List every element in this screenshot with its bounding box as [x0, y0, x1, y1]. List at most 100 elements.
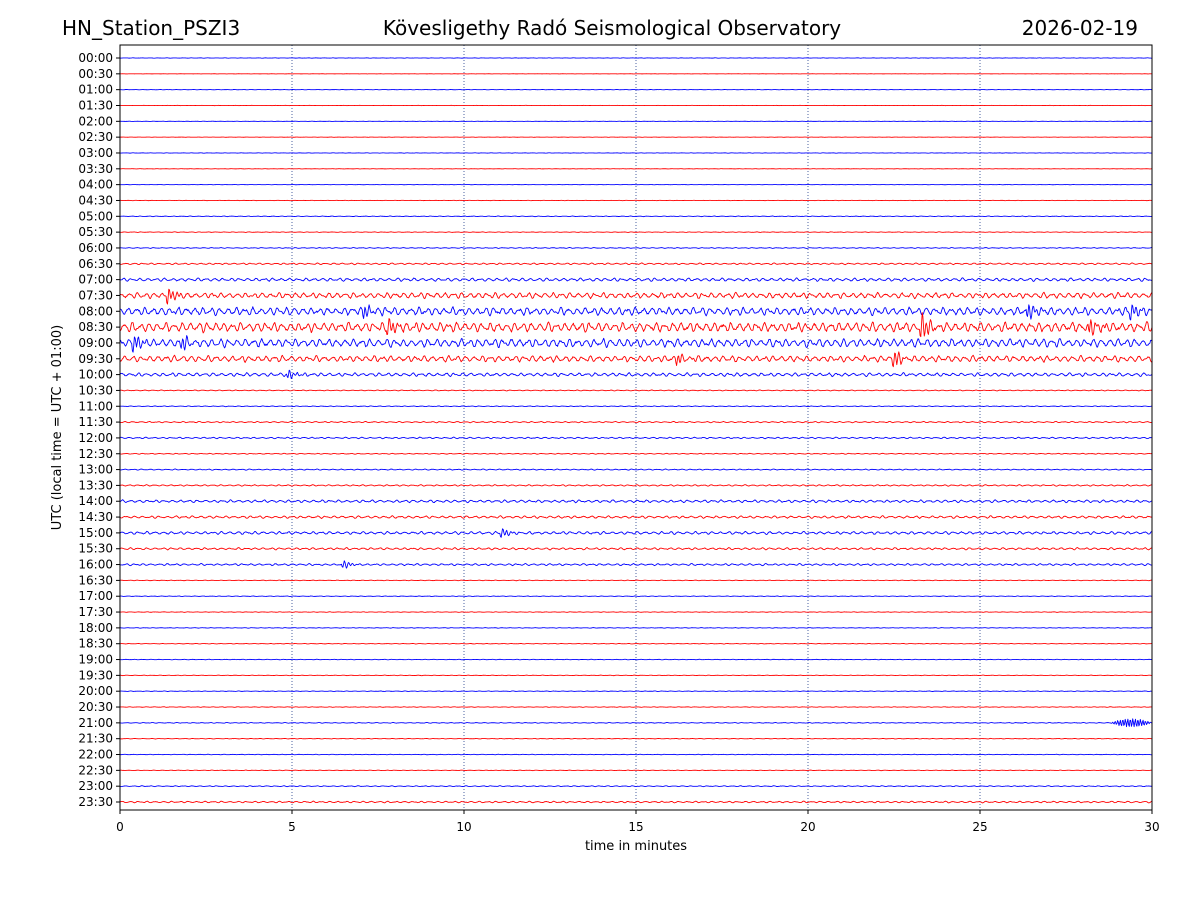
y-tick-label: 13:00 [78, 463, 113, 477]
trace-2130 [119, 737, 1153, 740]
trace-0530 [119, 231, 1153, 233]
x-tick-label: 20 [800, 820, 815, 834]
y-axis-label: UTC (local time = UTC + 01:00) [50, 325, 65, 530]
y-tick-label: 03:00 [78, 146, 113, 160]
y-tick-label: 05:00 [78, 209, 113, 223]
y-tick-label: 20:00 [78, 684, 113, 698]
y-tick-label: 12:00 [78, 431, 113, 445]
y-tick-label: 02:00 [78, 114, 113, 128]
y-tick-label: 21:30 [78, 732, 113, 746]
x-tick-label: 30 [1144, 820, 1159, 834]
y-tick-label: 00:00 [78, 51, 113, 65]
x-tick-label: 15 [628, 820, 643, 834]
trace-0730 [119, 288, 1153, 305]
trace-0900 [119, 335, 1153, 353]
y-tick-label: 00:30 [78, 67, 113, 81]
y-tick-label: 15:00 [78, 526, 113, 540]
y-tick-label: 09:30 [78, 352, 113, 366]
y-tick-label: 01:30 [78, 98, 113, 112]
y-tick-label: 08:00 [78, 304, 113, 318]
x-tick-label: 10 [456, 820, 471, 834]
trace-1130 [119, 420, 1152, 424]
observatory-title: Kövesligethy Radó Seismological Observat… [382, 16, 842, 40]
y-tick-label: 10:00 [78, 368, 113, 382]
trace-1930 [119, 674, 1153, 677]
trace-0500 [119, 215, 1153, 218]
station-name: HN_Station_PSZI3 [62, 16, 241, 40]
trace-0630 [119, 262, 1153, 266]
trace-2230 [119, 769, 1153, 772]
y-tick-label: 07:00 [78, 273, 113, 287]
trace-2030 [119, 706, 1153, 708]
trace-0800 [119, 304, 1153, 321]
y-tick-label: 07:30 [78, 288, 113, 302]
trace-0600 [119, 247, 1153, 249]
y-tick-label: 16:00 [78, 558, 113, 572]
trace-1600 [119, 560, 1153, 569]
x-tick-label: 0 [116, 820, 124, 834]
trace-1200 [119, 436, 1153, 440]
y-tick-label: 14:00 [78, 494, 113, 508]
y-tick-label: 11:00 [78, 399, 113, 413]
y-tick-label: 16:30 [78, 573, 113, 587]
grid-lines [291, 45, 981, 810]
x-tick-labels: 0 5 10 15 20 25 30 [116, 810, 1160, 834]
y-tick-label: 13:30 [78, 478, 113, 492]
y-tick-label: 17:30 [78, 605, 113, 619]
y-tick-label: 04:00 [78, 178, 113, 192]
x-tick-label: 25 [972, 820, 987, 834]
trace-1630 [119, 579, 1153, 582]
y-tick-label: 23:30 [78, 795, 113, 809]
trace-1500 [119, 528, 1153, 538]
trace-1900 [119, 658, 1153, 661]
y-tick-label: 22:30 [78, 763, 113, 777]
y-tick-label: 19:00 [78, 653, 113, 667]
y-tick-label: 18:30 [78, 637, 113, 651]
trace-2300 [119, 785, 1153, 788]
y-tick-label: 17:00 [78, 589, 113, 603]
x-axis-label: time in minutes [585, 839, 687, 854]
y-tick-label: 06:30 [78, 257, 113, 271]
trace-1800 [119, 627, 1153, 629]
y-tick-label: 14:30 [78, 510, 113, 524]
trace-1000 [119, 369, 1153, 380]
y-tick-label: 01:00 [78, 83, 113, 97]
trace-1530 [119, 547, 1153, 551]
y-tick-label: 06:00 [78, 241, 113, 255]
y-tick-label: 20:30 [78, 700, 113, 714]
y-tick-label: 12:30 [78, 447, 113, 461]
y-tick-label: 15:30 [78, 542, 113, 556]
y-tick-label: 11:30 [78, 415, 113, 429]
trace-2200 [119, 753, 1153, 756]
trace-1100 [119, 405, 1153, 408]
y-tick-label: 23:00 [78, 779, 113, 793]
y-tick-label: 08:30 [78, 320, 113, 334]
trace-1830 [119, 642, 1153, 645]
trace-2000 [119, 690, 1153, 692]
trace-1230 [119, 452, 1153, 455]
y-tick-label: 04:30 [78, 193, 113, 207]
y-tick-label: 22:00 [78, 748, 113, 762]
trace-0930 [119, 351, 1153, 368]
y-tick-label: 10:30 [78, 383, 113, 397]
y-tick-label: 02:30 [78, 130, 113, 144]
seismic-traces [119, 57, 1153, 804]
x-tick-label: 5 [288, 820, 296, 834]
record-date: 2026-02-19 [1021, 16, 1138, 40]
trace-2330 [119, 800, 1153, 804]
y-tick-label: 18:00 [78, 621, 113, 635]
y-tick-label: 21:00 [78, 716, 113, 730]
trace-1330 [119, 484, 1153, 487]
y-tick-label: 05:30 [78, 225, 113, 239]
trace-1730 [119, 611, 1153, 613]
trace-2100 [119, 718, 1153, 728]
trace-1430 [119, 515, 1153, 519]
trace-1030 [119, 389, 1153, 392]
trace-1400 [119, 499, 1153, 504]
trace-1700 [119, 595, 1153, 597]
y-tick-label: 03:30 [78, 162, 113, 176]
y-tick-label: 19:30 [78, 668, 113, 682]
y-tick-label: 09:00 [78, 336, 113, 350]
